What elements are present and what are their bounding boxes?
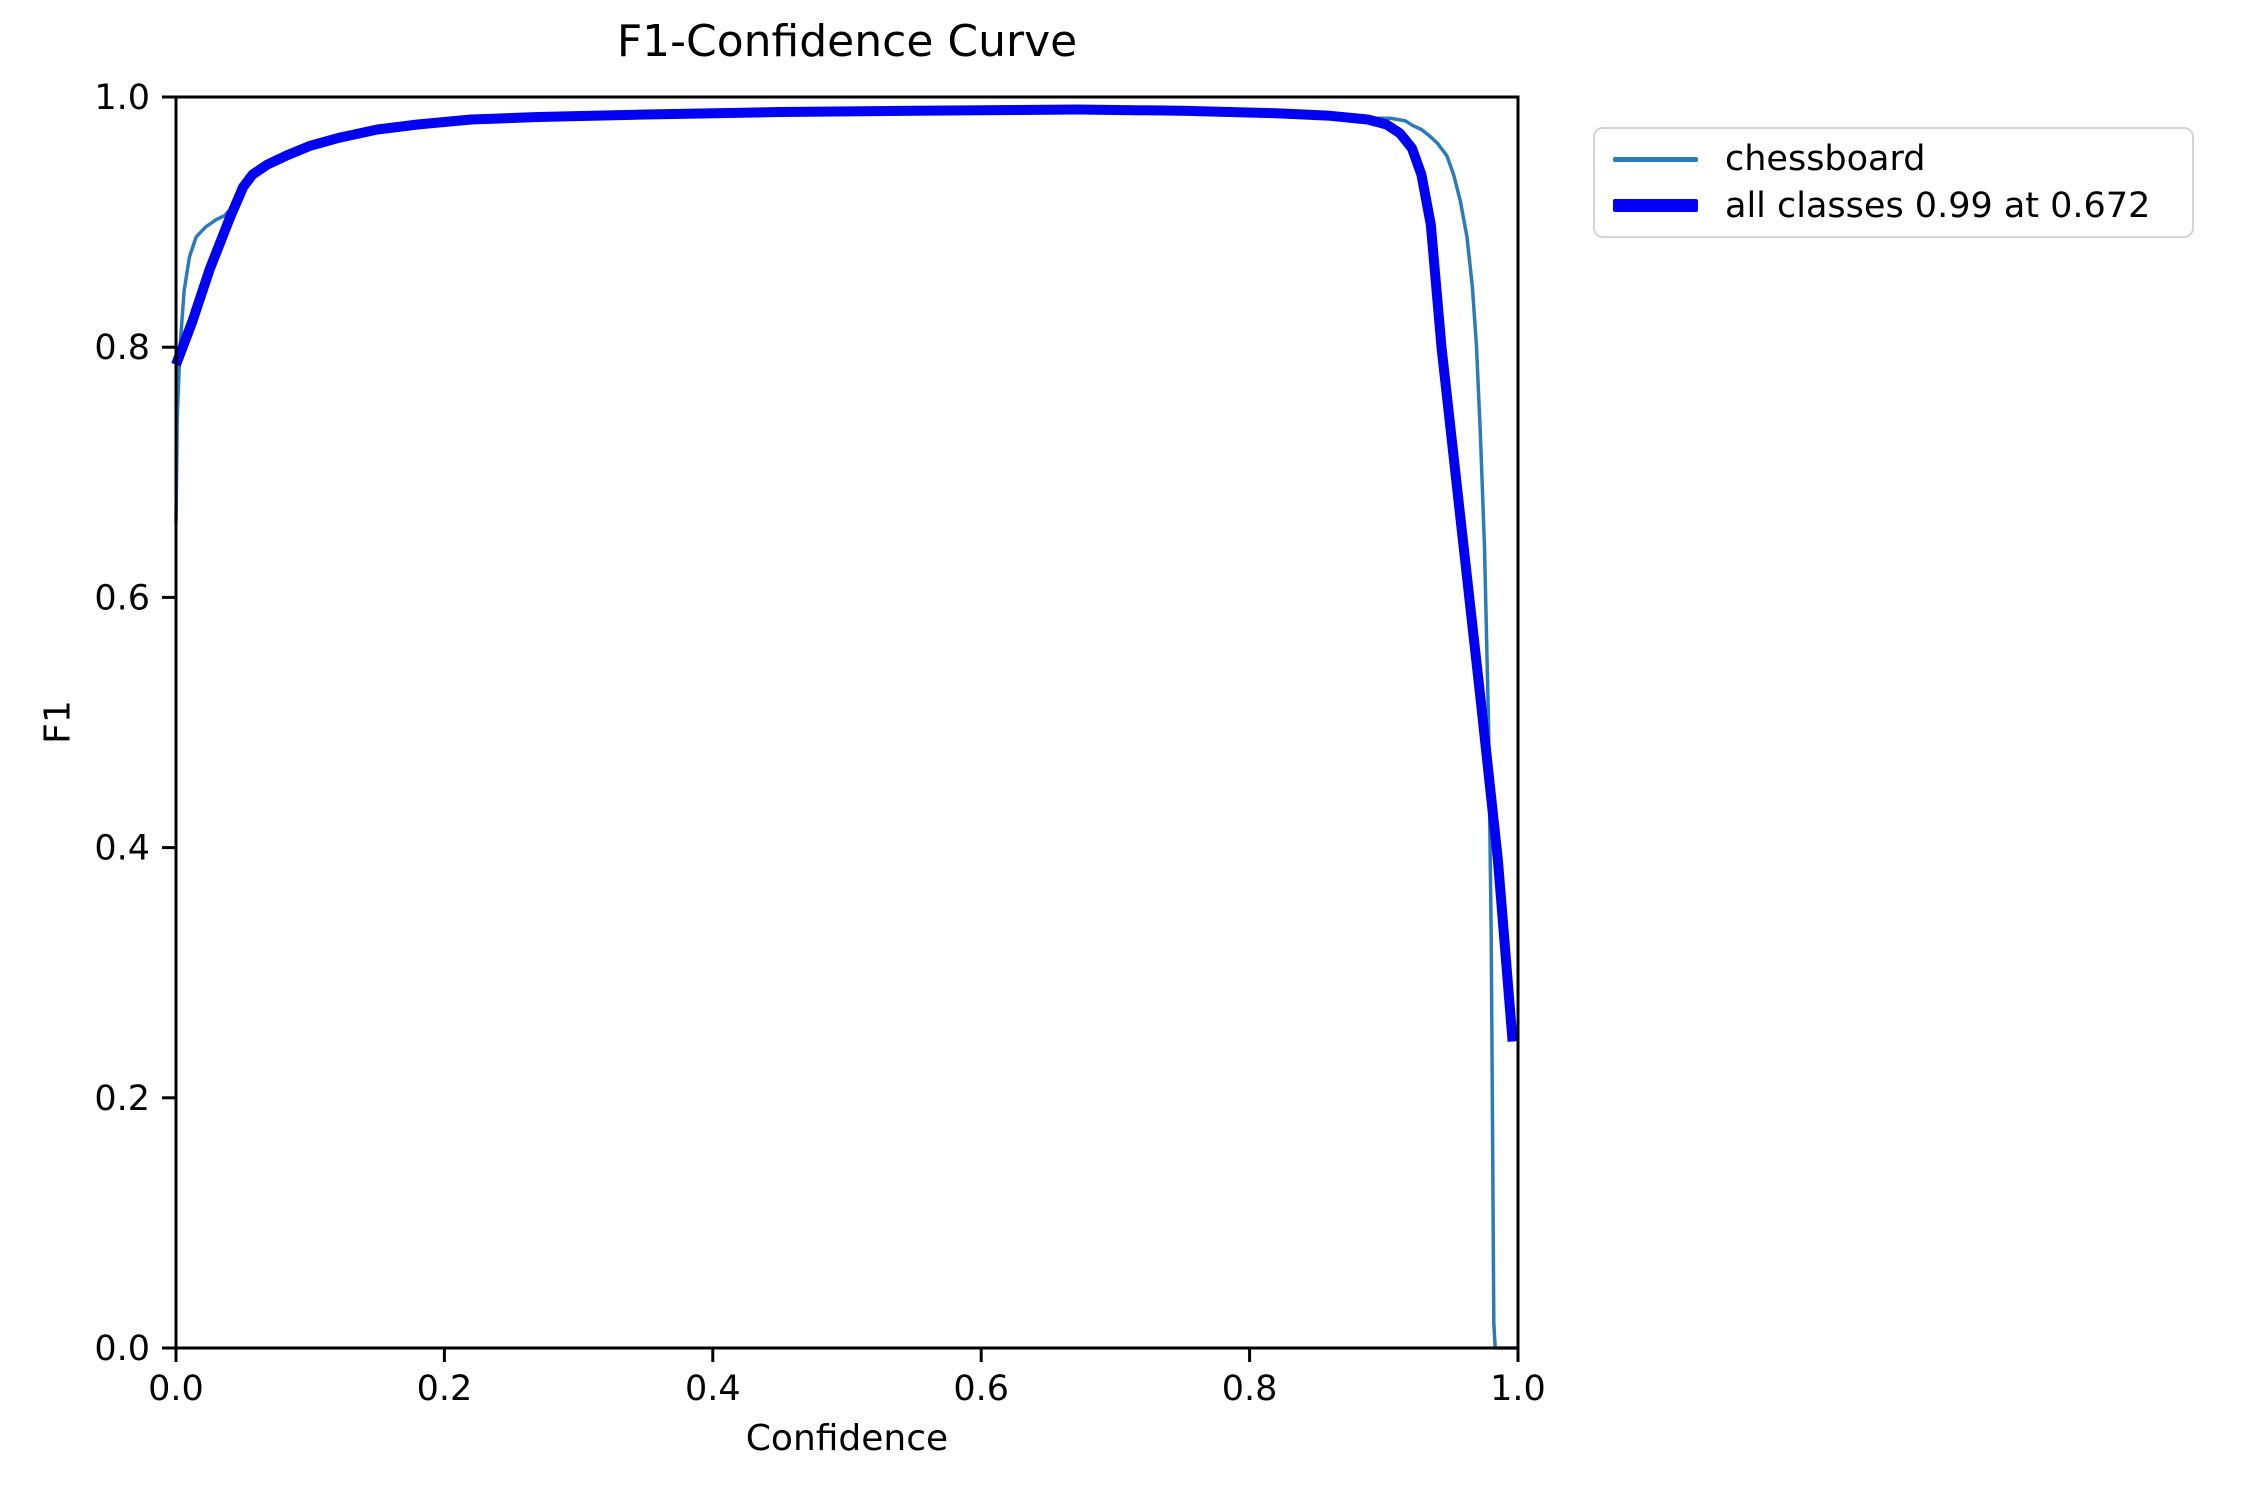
x-axis-label: Confidence	[745, 1418, 949, 1459]
legend: chessboard all classes 0.99 at 0.672	[1593, 127, 2194, 238]
y-tick-label: 0.0	[94, 1329, 150, 1369]
legend-label-all-classes: all classes 0.99 at 0.672	[1725, 185, 2151, 226]
x-tick-label: 0.2	[417, 1369, 473, 1409]
legend-item-chessboard: chessboard	[1613, 139, 2174, 179]
curve-chessboard	[174, 107, 1518, 1350]
legend-line-all-classes-icon	[1613, 199, 1698, 213]
y-tick-label: 0.6	[94, 578, 150, 618]
axes-spines	[174, 95, 1520, 1350]
x-tick-label: 1.0	[1490, 1369, 1546, 1409]
legend-item-all-classes: all classes 0.99 at 0.672	[1613, 186, 2174, 226]
legend-line-chessboard-icon	[1613, 156, 1698, 162]
x-tick-label: 0.0	[148, 1369, 204, 1409]
y-axis-label: F1	[37, 700, 79, 744]
x-tick-label: 0.6	[953, 1369, 1009, 1409]
y-tick-label: 1.0	[94, 78, 150, 118]
y-tick-label: 0.4	[94, 829, 150, 869]
y-tick-label: 0.2	[94, 1079, 150, 1119]
chart-title: F1-Confidence Curve	[616, 16, 1078, 67]
legend-label-chessboard: chessboard	[1725, 139, 1926, 180]
curve-all-classes	[171, 104, 1518, 1042]
x-tick-label: 0.8	[1222, 1369, 1278, 1409]
x-tick-label: 0.4	[685, 1369, 741, 1409]
y-tick-label: 0.8	[94, 328, 150, 368]
